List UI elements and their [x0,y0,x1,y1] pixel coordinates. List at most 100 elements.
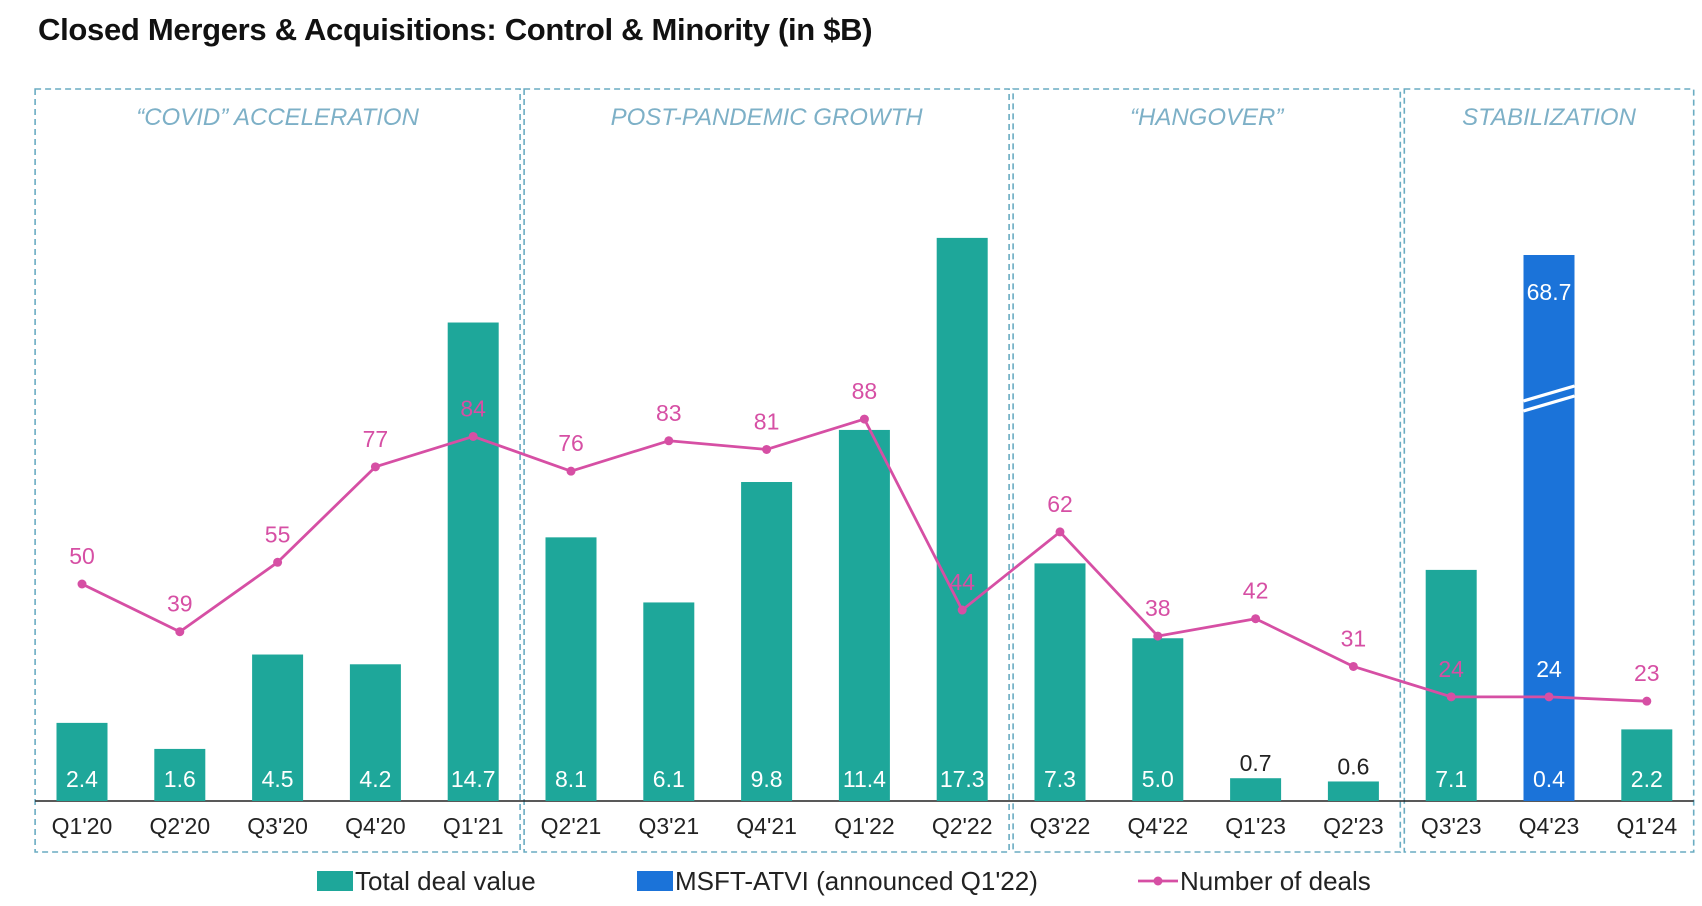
bar-Q1'21 [447,322,499,801]
x-tick-label-Q3'20: Q3'20 [247,813,308,839]
bar-Q3'22 [1034,563,1086,801]
deal-count-point-Q1'24 [1642,696,1652,706]
deal-count-label-Q4'20: 77 [363,426,389,452]
deal-count-point-Q4'20 [370,462,380,472]
deal-count-point-Q2'22 [957,605,967,615]
x-tick-label-Q2'22: Q2'22 [932,813,993,839]
x-tick-label-Q4'20: Q4'20 [345,813,406,839]
bar-Q2'23 [1327,781,1379,801]
bar-Q2'22 [936,237,988,801]
deal-count-label-Q2'20: 39 [167,591,193,617]
axis-break-line-2 [1523,394,1575,413]
deal-count-point-Q3'23 [1446,692,1456,702]
deal-count-label-Q1'20: 50 [69,543,95,569]
x-tick-label-Q2'23: Q2'23 [1323,813,1384,839]
deal-count-point-Q2'20 [175,627,185,637]
bar-Q4'20 [349,664,401,801]
bar-Q3'23 [1425,569,1477,801]
deal-count-point-Q1'23 [1251,614,1261,624]
bar-Q1'22 [838,429,890,801]
x-tick-label-Q3'22: Q3'22 [1030,813,1091,839]
bar-value-label-Q3'23: 7.1 [1435,766,1467,792]
bar-value-label-Q3'22: 7.3 [1044,766,1076,792]
deal-count-point-Q2'21 [566,466,576,476]
bar-value-label-Q1'23: 0.7 [1240,750,1272,776]
bar-Q1'20 [56,722,108,801]
x-tick-label-Q1'21: Q1'21 [443,813,504,839]
legend-marker-number-of-deals [1153,876,1163,886]
phase-box-2 [523,88,1010,853]
bar-Q4'21 [741,482,793,801]
x-tick-label-Q3'21: Q3'21 [638,813,699,839]
msft-atvi-value-label: 68.7 [1527,279,1572,305]
x-tick-label-Q4'22: Q4'22 [1127,813,1188,839]
bar-value-label-Q1'22: 11.4 [843,766,886,792]
deal-count-label-Q3'21: 83 [656,400,682,426]
bar-value-label-Q4'21: 9.8 [751,766,783,792]
chart-title: Closed Mergers & Acquisitions: Control &… [38,12,873,47]
phase-box-4 [1403,88,1695,853]
deal-count-point-Q2'23 [1348,661,1358,671]
bar-Q4'23 [1523,255,1575,801]
deal-count-point-Q1'20 [77,579,87,589]
deal-count-label-Q2'21: 76 [558,430,584,456]
x-tick-label-Q1'20: Q1'20 [52,813,113,839]
deal-count-label-Q1'23: 42 [1243,578,1269,604]
legend-label-msft-atvi: MSFT-ATVI (announced Q1'22) [675,866,1038,896]
bar-value-label-Q1'24: 2.2 [1631,766,1663,792]
legend-swatch-msft-atvi [637,871,673,891]
bar-value-label-Q3'20: 4.5 [262,766,294,792]
x-tick-label-Q2'21: Q2'21 [541,813,602,839]
x-tick-label-Q4'23: Q4'23 [1519,813,1580,839]
deal-count-point-Q3'20 [273,557,283,567]
bar-value-label-Q4'20: 4.2 [359,766,391,792]
bar-value-label-Q2'22: 17.3 [940,766,985,792]
bar-value-label-Q2'23: 0.6 [1337,753,1369,779]
deal-count-point-Q4'21 [762,444,772,454]
x-tick-label-Q4'21: Q4'21 [736,813,797,839]
deal-count-point-Q3'21 [664,436,674,446]
deal-count-label-Q1'22: 88 [852,378,878,404]
deal-count-label-Q1'24: 23 [1634,660,1660,686]
axis-break-line-1 [1523,384,1575,403]
deal-count-label-Q3'22: 62 [1047,491,1073,517]
bar-Q1'23 [1230,778,1282,801]
legend-label-number-of-deals: Number of deals [1180,866,1371,896]
x-tick-label-Q1'22: Q1'22 [834,813,895,839]
deal-count-point-Q1'22 [859,414,869,424]
bar-Q3'20 [252,654,304,801]
bar-value-label-Q4'22: 5.0 [1142,766,1174,792]
x-tick-label-Q1'24: Q1'24 [1616,813,1677,839]
deal-count-label-Q3'23: 24 [1438,656,1464,682]
legend-label-total-deal-value: Total deal value [355,866,536,896]
bar-Q3'21 [643,602,695,801]
bar-value-label-Q2'21: 8.1 [555,766,587,792]
bar-value-label-Q1'21: 14.7 [451,766,496,792]
deal-count-label-Q4'21: 81 [754,408,780,434]
x-tick-label-Q2'20: Q2'20 [149,813,210,839]
bar-Q4'22 [1132,638,1184,801]
legend-swatch-total-deal-value [317,871,353,891]
bar-Q2'20 [154,748,206,801]
deal-count-label-Q4'22: 38 [1145,595,1171,621]
deal-count-label-Q2'23: 31 [1341,625,1367,651]
deal-count-point-Q3'22 [1055,527,1065,537]
deal-count-point-Q4'23 [1544,692,1554,702]
phase-label-2: POST-PANDEMIC GROWTH [611,104,924,131]
deal-count-label-Q2'22: 44 [949,569,975,595]
deal-count-point-Q1'21 [468,431,478,441]
bar-value-label-Q4'23: 0.4 [1533,766,1565,792]
x-tick-label-Q3'23: Q3'23 [1421,813,1482,839]
deal-count-label-Q3'20: 55 [265,521,291,547]
bar-value-label-Q3'21: 6.1 [653,766,685,792]
phase-box-3 [1012,88,1402,853]
bar-value-label-Q1'20: 2.4 [66,766,98,792]
phase-label-4: STABILIZATION [1462,104,1636,131]
phase-label-1: “COVID” ACCELERATION [136,104,419,131]
bar-Q2'21 [545,537,597,801]
bar-value-label-Q2'20: 1.6 [164,766,196,792]
deal-count-label-Q4'23: 24 [1536,656,1562,682]
bar-Q1'24 [1621,729,1673,801]
